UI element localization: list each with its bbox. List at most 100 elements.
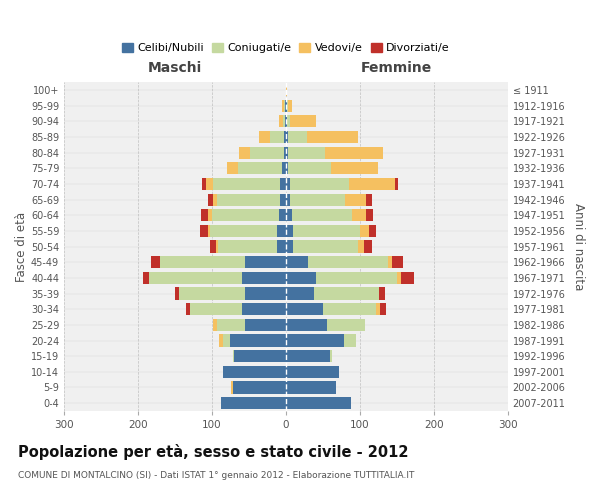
Bar	[286, 334, 344, 346]
Bar	[290, 178, 349, 190]
Bar	[200, 225, 208, 237]
Bar	[277, 225, 286, 237]
Bar	[285, 100, 286, 112]
Bar	[202, 178, 206, 190]
Legend: Celibi/Nubili, Coniugati/e, Vedovi/e, Divorziati/e: Celibi/Nubili, Coniugati/e, Vedovi/e, Di…	[118, 38, 454, 58]
Bar	[175, 288, 179, 300]
Bar	[287, 115, 290, 128]
Bar	[401, 272, 414, 284]
Bar	[286, 397, 351, 409]
Bar	[330, 350, 332, 362]
Bar	[242, 272, 286, 284]
Bar	[245, 319, 286, 331]
Bar	[208, 209, 212, 222]
Bar	[358, 240, 364, 252]
Bar	[214, 319, 217, 331]
Bar	[290, 194, 345, 205]
Bar	[288, 162, 331, 174]
Bar	[286, 115, 287, 128]
Bar	[231, 382, 233, 394]
Bar	[364, 240, 372, 252]
Bar	[143, 272, 149, 284]
Bar	[214, 178, 280, 190]
Bar	[286, 350, 330, 362]
Bar	[316, 272, 397, 284]
Bar	[223, 334, 230, 346]
Bar	[344, 334, 356, 346]
Bar	[392, 256, 403, 268]
Text: Femmine: Femmine	[361, 61, 433, 75]
Bar	[217, 194, 280, 205]
Bar	[212, 209, 278, 222]
Bar	[286, 162, 288, 174]
Bar	[283, 115, 285, 128]
Bar	[223, 366, 286, 378]
Bar	[206, 178, 214, 190]
Bar	[211, 225, 277, 237]
Bar	[376, 303, 380, 316]
Bar	[293, 240, 358, 252]
Bar	[352, 209, 366, 222]
Bar	[288, 131, 307, 143]
Bar	[160, 256, 245, 268]
Bar	[286, 256, 308, 268]
Text: COMUNE DI MONTALCINO (SI) - Dati ISTAT 1° gennaio 2012 - Elaborazione TUTTITALIA: COMUNE DI MONTALCINO (SI) - Dati ISTAT 1…	[18, 470, 415, 480]
Bar	[284, 100, 285, 112]
Bar	[190, 303, 242, 316]
Bar	[233, 350, 234, 362]
Bar	[288, 100, 292, 112]
Bar	[360, 225, 369, 237]
Bar	[286, 178, 290, 190]
Bar	[345, 194, 366, 205]
Bar	[245, 256, 286, 268]
Bar	[214, 194, 217, 205]
Bar	[239, 146, 250, 159]
Bar	[286, 382, 336, 394]
Bar	[379, 288, 385, 300]
Bar	[286, 100, 287, 112]
Bar	[284, 146, 286, 159]
Bar	[290, 115, 316, 128]
Text: Popolazione per età, sesso e stato civile - 2012: Popolazione per età, sesso e stato civil…	[18, 444, 409, 460]
Y-axis label: Fasce di età: Fasce di età	[15, 212, 28, 282]
Bar	[278, 209, 286, 222]
Bar	[326, 319, 365, 331]
Bar	[279, 115, 283, 128]
Bar	[380, 303, 386, 316]
Bar	[325, 146, 383, 159]
Bar	[366, 194, 372, 205]
Y-axis label: Anni di nascita: Anni di nascita	[572, 203, 585, 290]
Bar	[349, 178, 395, 190]
Bar	[369, 225, 376, 237]
Bar	[323, 303, 376, 316]
Bar	[220, 334, 223, 346]
Bar	[280, 194, 286, 205]
Bar	[271, 131, 284, 143]
Bar	[234, 350, 286, 362]
Bar	[314, 288, 379, 300]
Bar	[286, 146, 288, 159]
Bar	[217, 319, 245, 331]
Bar	[233, 382, 286, 394]
Bar	[277, 240, 286, 252]
Bar	[308, 256, 388, 268]
Bar	[287, 100, 288, 112]
Bar	[179, 288, 245, 300]
Bar	[286, 240, 293, 252]
Bar	[286, 272, 316, 284]
Bar	[286, 225, 293, 237]
Bar	[238, 162, 282, 174]
Bar	[151, 256, 160, 268]
Bar	[227, 162, 238, 174]
Bar	[221, 397, 286, 409]
Bar	[285, 115, 286, 128]
Bar	[259, 131, 271, 143]
Bar	[286, 366, 339, 378]
Bar	[286, 303, 323, 316]
Bar	[288, 146, 325, 159]
Bar	[388, 256, 392, 268]
Bar	[397, 272, 401, 284]
Bar	[280, 178, 286, 190]
Bar	[217, 240, 218, 252]
Bar	[284, 131, 286, 143]
